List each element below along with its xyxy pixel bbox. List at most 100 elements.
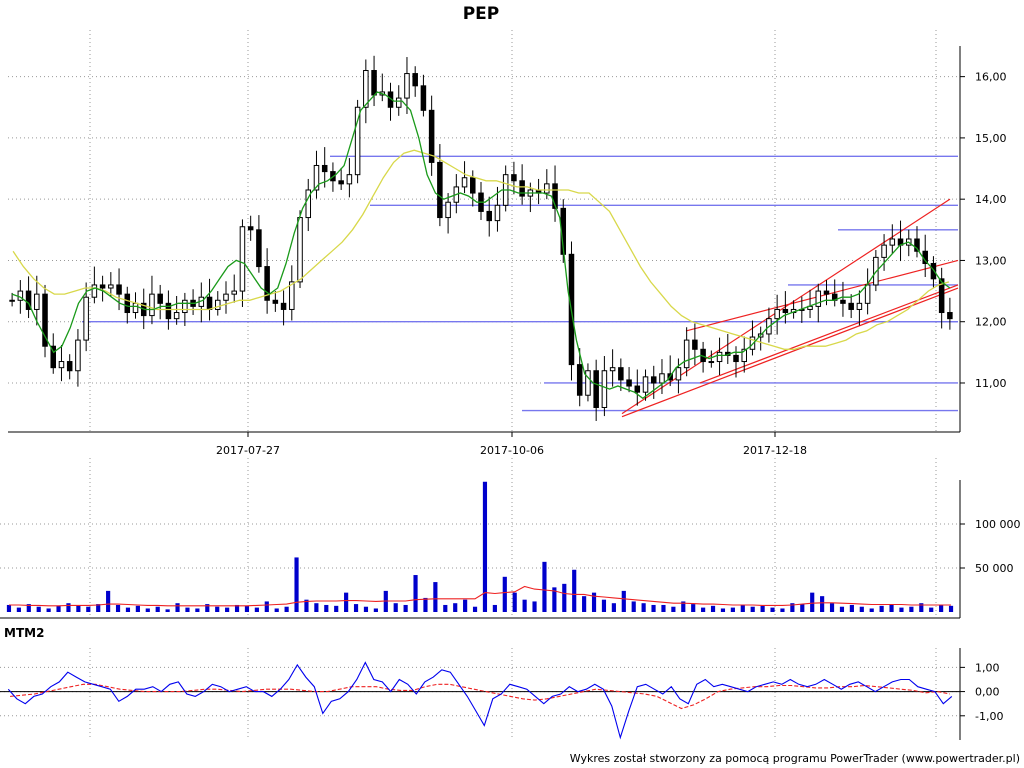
volume-bar <box>66 603 71 612</box>
volume-bar <box>502 576 507 612</box>
candle-body <box>395 97 402 108</box>
volume-bar <box>681 601 686 612</box>
candle-body <box>165 302 172 320</box>
volume-bar <box>304 599 309 612</box>
candle-body <box>354 106 361 176</box>
ma-slow-line <box>12 149 950 350</box>
candle-body <box>733 354 739 363</box>
indicator-y-tick-label: -1,00 <box>975 710 1003 723</box>
price-y-tick-label: 14,00 <box>975 193 1007 206</box>
volume-bar <box>800 604 805 612</box>
volume-bar <box>532 601 537 612</box>
candle-body <box>313 164 320 191</box>
volume-bar <box>810 592 815 612</box>
volume-bar <box>284 606 289 612</box>
volume-bar <box>829 603 835 612</box>
volume-panel: 100 000 50 000 <box>0 458 1021 619</box>
volume-bar <box>839 606 845 612</box>
volume-bar <box>205 604 210 612</box>
candle-body <box>585 370 591 396</box>
candle-body <box>650 376 657 384</box>
candle-body <box>297 217 303 283</box>
volume-bar <box>274 608 279 612</box>
candle-body <box>371 70 377 96</box>
candle-body <box>437 161 443 219</box>
price-y-tick-label: 13,00 <box>975 254 1007 267</box>
candle-body <box>494 204 501 222</box>
volume-bar <box>96 604 101 612</box>
volume-bar <box>770 607 775 612</box>
candle-body <box>50 345 57 369</box>
indicator-y-tick-label: 0,00 <box>975 686 1000 699</box>
volume-bar <box>115 604 121 612</box>
volume-bar <box>611 603 616 612</box>
candle-body <box>930 263 937 280</box>
volume-bar <box>641 603 646 612</box>
candle-body <box>626 379 632 387</box>
candle-body <box>445 201 451 219</box>
indicator-title: MTM2 <box>4 626 44 640</box>
volume-bar <box>691 604 696 612</box>
volume-ma-line <box>9 585 951 607</box>
volume-bar <box>353 604 359 612</box>
price-support-lines <box>82 155 958 412</box>
candle-body <box>864 284 871 304</box>
price-y-tick-label: 12,00 <box>975 316 1007 329</box>
volume-bar <box>562 583 567 612</box>
footer-credit: Wykres został stworzony za pomocą progra… <box>570 752 1020 765</box>
candle-body <box>132 302 139 314</box>
trend-line <box>685 259 959 332</box>
volume-bar <box>225 607 230 612</box>
volume-bar <box>165 609 170 612</box>
indicator-y-ticks: 1,00 0,00 -1,00 <box>960 661 1003 723</box>
candle-body <box>182 299 188 314</box>
candle-body <box>774 308 780 320</box>
candle-body <box>683 339 690 369</box>
volume-bar <box>373 608 378 612</box>
volume-bar <box>443 604 448 612</box>
candle-body <box>124 293 131 314</box>
price-panel: 16,00 15,00 14,00 13,00 12,00 11,00 2017-07-2… <box>8 30 1007 457</box>
candle-body <box>108 284 114 289</box>
candle-body <box>609 367 616 372</box>
volume-bar <box>701 607 706 612</box>
price-y-tick-label: 16,00 <box>975 71 1007 84</box>
volume-bar <box>492 604 497 612</box>
volume-bar <box>760 605 765 612</box>
volume-bar <box>621 590 626 612</box>
volume-bar <box>631 601 636 612</box>
volume-bar <box>899 607 904 612</box>
volume-bar <box>582 596 587 612</box>
volume-bar <box>453 603 458 612</box>
candle-body <box>321 164 328 173</box>
candle-body <box>223 293 229 301</box>
candle-body <box>741 348 747 363</box>
candle-body <box>856 302 863 310</box>
candle-body <box>206 296 213 310</box>
price-x-tick-label: 2017-07-27 <box>216 444 280 457</box>
volume-bar <box>195 608 200 612</box>
volume-bar <box>572 569 577 612</box>
candle-body <box>881 244 887 258</box>
candle-body <box>716 351 723 363</box>
candle-body <box>116 284 122 295</box>
volume-bar <box>155 606 160 612</box>
volume-bar <box>730 607 735 612</box>
candle-body <box>593 370 599 408</box>
candle-body <box>66 361 73 372</box>
volume-y-ticks: 100 000 50 000 <box>960 518 1021 575</box>
candle-body <box>618 367 624 381</box>
candle-body <box>99 284 106 289</box>
volume-bar <box>403 604 408 612</box>
signal-line <box>10 683 951 710</box>
candle-body <box>692 339 698 350</box>
volume-bar <box>710 605 716 612</box>
candle-body <box>848 302 854 310</box>
candle-body <box>889 238 896 246</box>
volume-bar <box>175 603 180 612</box>
volume-bar <box>482 481 488 612</box>
candle-body <box>642 376 649 393</box>
price-y-ticks: 16,00 15,00 14,00 13,00 12,00 11,00 <box>960 71 1007 390</box>
volume-grid <box>0 458 960 618</box>
indicator-lines <box>0 661 960 740</box>
